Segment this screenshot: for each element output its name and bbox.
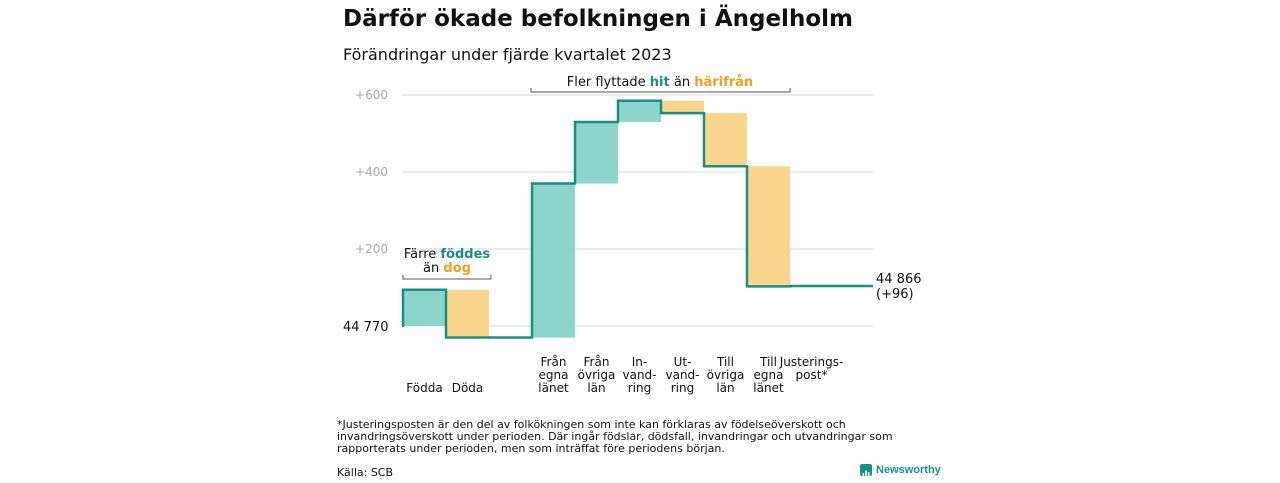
x-category-label: In- — [632, 355, 647, 369]
end-value-label: 44 866 — [876, 272, 922, 287]
annotation-part: härifrån — [694, 75, 753, 90]
x-category-label: övriga — [707, 368, 745, 382]
y-tick-label: +200 — [355, 242, 388, 256]
x-category-label: Från — [584, 355, 610, 369]
bar — [533, 183, 575, 338]
end-change-label: (+96) — [876, 287, 914, 302]
x-category-label: vand- — [622, 368, 656, 382]
bar — [705, 113, 747, 167]
x-category-label: län — [587, 381, 605, 395]
x-category-label: egna — [539, 368, 569, 382]
x-category-label: egna — [754, 368, 784, 382]
bar — [748, 166, 790, 287]
bar — [447, 289, 489, 338]
x-category-label: ring — [671, 381, 695, 395]
x-category-label: Justerings- — [779, 355, 844, 369]
x-category-label: vand- — [665, 368, 699, 382]
x-category-label: Till — [716, 355, 734, 369]
x-category-label: Från — [541, 355, 567, 369]
x-category-label: post* — [796, 368, 828, 382]
x-category-label: Döda — [452, 381, 484, 395]
running-total-line — [401, 99, 873, 339]
annotation-text: Färre — [404, 247, 441, 262]
bar — [619, 100, 661, 122]
y-tick-label: +400 — [355, 165, 388, 179]
bar — [662, 100, 704, 114]
x-category-label: länet — [538, 381, 569, 395]
start-value-label: 44 770 — [343, 320, 389, 335]
brand-name: Newsworthy — [876, 464, 941, 476]
footnote: *Justeringsposten är den del av folkökni… — [337, 418, 893, 455]
annotation-part: än — [670, 75, 694, 90]
x-category-label: Födda — [406, 381, 442, 395]
x-category-label: Till — [759, 355, 777, 369]
bar — [576, 121, 618, 184]
x-category-label: ring — [628, 381, 652, 395]
y-tick-label: +600 — [355, 88, 388, 102]
annotation-text: än — [423, 261, 443, 276]
chart-subtitle: Förändringar under fjärde kvartalet 2023 — [343, 45, 672, 64]
brand-logo: Newsworthy — [860, 464, 941, 477]
x-category-label: Ut- — [674, 355, 692, 369]
bar — [404, 289, 446, 326]
x-category-label: övriga — [578, 368, 616, 382]
x-category-label: län — [716, 381, 734, 395]
annotation-right-bracket — [530, 88, 791, 93]
annotation-left-bracket — [402, 275, 492, 280]
bars-group — [404, 100, 790, 338]
bar-chart-icon — [860, 464, 872, 477]
x-category-label: länet — [753, 381, 784, 395]
annotation-left-line2: än dog — [423, 261, 471, 276]
chart-title: Därför ökade befolkningen i Ängelholm — [343, 6, 853, 32]
annotation-highlight-teal: föddes — [440, 247, 490, 262]
annotation-part: hit — [650, 75, 670, 90]
annotation-right: Fler flyttade hit än härifrån — [567, 75, 753, 90]
source-label: Källa: SCB — [337, 466, 394, 479]
annotation-left-line1: Färre föddes — [404, 247, 491, 262]
annotation-part: Fler flyttade — [567, 75, 650, 90]
annotation-highlight-orange: dog — [443, 261, 471, 276]
